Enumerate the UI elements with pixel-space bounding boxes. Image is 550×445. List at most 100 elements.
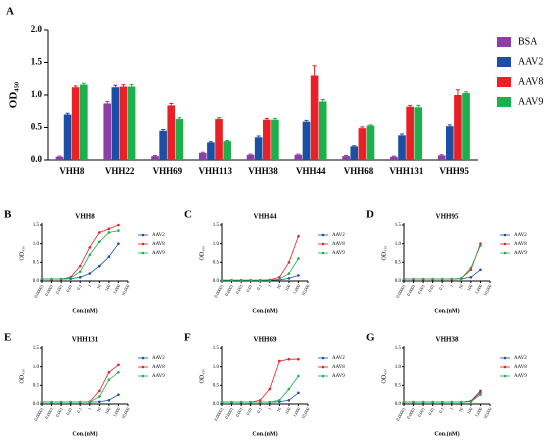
y-tick-label: 0.0 bbox=[213, 279, 220, 284]
bar bbox=[151, 156, 159, 160]
x-tick-label: 100 bbox=[466, 406, 474, 415]
point bbox=[287, 387, 291, 391]
legend-label: AAV8 bbox=[514, 242, 527, 247]
error-bar bbox=[105, 101, 110, 104]
bar bbox=[198, 152, 207, 160]
point bbox=[78, 270, 82, 273]
x-tick-label: 1 bbox=[267, 284, 272, 288]
point bbox=[117, 370, 120, 374]
line bbox=[404, 245, 481, 280]
panel: A OD₄₅₀ 0.0 0.5 1.0 1.5 2.0 VHH8 VHH22 VHH69 VHH11… bbox=[6, 6, 543, 177]
legend-marker bbox=[321, 242, 325, 246]
x-tick-label: 0.1 bbox=[438, 407, 445, 414]
error-bar bbox=[129, 84, 134, 87]
y-tick-label: 1.5 bbox=[213, 346, 220, 351]
bar bbox=[342, 156, 350, 160]
x-tick-label: VHH69 bbox=[153, 166, 183, 176]
legend-label: AAV9 bbox=[514, 251, 527, 256]
legend-label: AAV8 bbox=[332, 365, 345, 370]
y-tick-label: 1.0 bbox=[213, 365, 220, 370]
legend-marker bbox=[141, 242, 145, 246]
error-bar bbox=[312, 65, 317, 76]
legend-marker bbox=[321, 374, 325, 378]
x-tick-label: 1,000 bbox=[474, 406, 485, 418]
y-tick-label: 1.5 bbox=[31, 57, 43, 67]
point bbox=[479, 244, 482, 247]
point bbox=[107, 227, 111, 231]
x-tick-label: 10 bbox=[458, 406, 465, 413]
point bbox=[460, 277, 463, 280]
error-bar bbox=[113, 84, 118, 88]
error-bar bbox=[304, 119, 309, 122]
y-tick-label: 1.0 bbox=[213, 242, 220, 247]
point bbox=[78, 275, 82, 279]
point bbox=[69, 276, 72, 280]
y-tick-label: 0.5 bbox=[213, 383, 220, 388]
legend-label: AAV8 bbox=[514, 365, 527, 370]
point bbox=[59, 277, 63, 281]
point bbox=[460, 400, 463, 404]
legend-swatch bbox=[497, 57, 511, 67]
error-bar bbox=[264, 117, 269, 120]
y-tick-label: 1.0 bbox=[395, 365, 402, 370]
bar bbox=[159, 130, 167, 160]
point bbox=[117, 393, 120, 396]
bar bbox=[294, 154, 303, 160]
bar bbox=[55, 156, 64, 160]
x-tick-label: 10 bbox=[276, 283, 283, 290]
error-bar bbox=[153, 154, 158, 157]
x-tick-label: 1,000 bbox=[112, 283, 123, 295]
point bbox=[431, 277, 434, 281]
y-tick-label: 1.0 bbox=[33, 365, 40, 370]
panel-label: E bbox=[4, 332, 11, 344]
error-bar bbox=[296, 153, 301, 155]
legend-marker bbox=[321, 233, 325, 237]
point bbox=[469, 266, 473, 270]
point bbox=[249, 400, 252, 404]
x-tick-label: 100 bbox=[284, 283, 292, 292]
y-tick-label: 0.5 bbox=[33, 383, 40, 388]
y-tick-label: 1.5 bbox=[33, 223, 40, 228]
point bbox=[479, 268, 482, 272]
error-bar bbox=[408, 104, 413, 107]
x-tick-label: 1,000 bbox=[112, 406, 123, 418]
error-bar bbox=[416, 104, 421, 108]
error-bar bbox=[200, 151, 205, 153]
bar bbox=[454, 95, 462, 160]
x-tick-label: 10 bbox=[96, 283, 103, 290]
x-tick-label: 10,000 bbox=[300, 283, 312, 297]
y-tick-label: 1.0 bbox=[31, 89, 43, 99]
x-tick-label: VHH38 bbox=[248, 166, 278, 176]
point bbox=[230, 278, 233, 282]
legend-swatch bbox=[497, 97, 511, 107]
bar bbox=[310, 75, 319, 160]
x-tick-label: 1 bbox=[87, 284, 92, 288]
panel-label: B bbox=[4, 209, 12, 221]
point bbox=[297, 274, 300, 277]
point bbox=[479, 391, 482, 395]
line bbox=[222, 258, 299, 281]
point bbox=[421, 277, 425, 281]
point bbox=[220, 400, 224, 404]
x-tick-label: 0.0001 bbox=[406, 284, 417, 297]
y-axis-label: OD₄₅₀ bbox=[19, 246, 25, 261]
point bbox=[107, 255, 111, 259]
x-tick-label: 10,000 bbox=[120, 406, 132, 420]
point bbox=[268, 278, 272, 282]
point bbox=[479, 393, 482, 396]
point bbox=[440, 400, 444, 404]
legend-marker bbox=[141, 251, 145, 255]
line bbox=[404, 390, 481, 403]
point bbox=[278, 277, 281, 281]
panel: C VHH44 OD₄₅₀ 0.0 0.5 1.0 1.5 0.00001 0.0001 0.00… bbox=[184, 209, 345, 315]
legend-label: AAV2 bbox=[332, 233, 345, 238]
point bbox=[98, 389, 101, 393]
y-tick-label: 0.0 bbox=[213, 402, 220, 407]
y-tick-label: 1.5 bbox=[213, 223, 220, 228]
point bbox=[297, 257, 300, 260]
legend-marker bbox=[503, 251, 507, 255]
bar bbox=[366, 125, 375, 160]
x-tick-label: VHH8 bbox=[59, 166, 85, 176]
x-tick-label: 0.00001 bbox=[213, 284, 225, 299]
error-bar bbox=[81, 82, 86, 85]
